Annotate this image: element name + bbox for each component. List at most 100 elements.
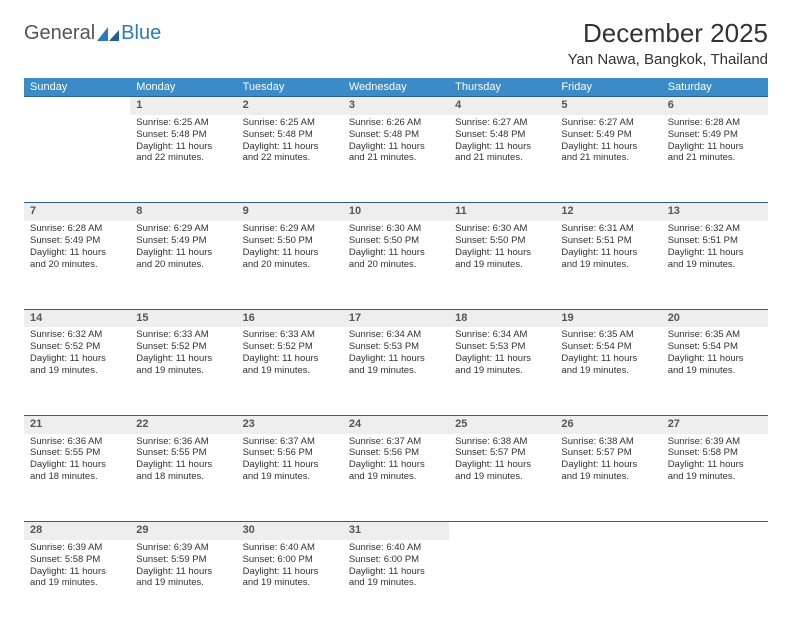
sunset-line: Sunset: 5:49 PM xyxy=(136,235,230,247)
sunrise-line: Sunrise: 6:28 AM xyxy=(30,223,124,235)
day-content-row: Sunrise: 6:32 AMSunset: 5:52 PMDaylight:… xyxy=(24,327,768,415)
sunrise-line: Sunrise: 6:29 AM xyxy=(136,223,230,235)
logo-sail-icon xyxy=(97,27,119,41)
daylight-line: Daylight: 11 hours and 19 minutes. xyxy=(243,459,337,483)
day-cell: Sunrise: 6:31 AMSunset: 5:51 PMDaylight:… xyxy=(555,221,661,309)
day-number: 12 xyxy=(555,203,661,221)
day-cell: Sunrise: 6:39 AMSunset: 5:58 PMDaylight:… xyxy=(662,434,768,522)
sunrise-line: Sunrise: 6:30 AM xyxy=(455,223,549,235)
day-cell: Sunrise: 6:33 AMSunset: 5:52 PMDaylight:… xyxy=(237,327,343,415)
sunset-line: Sunset: 5:57 PM xyxy=(561,447,655,459)
day-number: 1 xyxy=(130,97,236,115)
daylight-line: Daylight: 11 hours and 19 minutes. xyxy=(561,353,655,377)
daylight-line: Daylight: 11 hours and 19 minutes. xyxy=(349,459,443,483)
day-number: 25 xyxy=(449,415,555,433)
day-number: 2 xyxy=(237,97,343,115)
sunrise-line: Sunrise: 6:36 AM xyxy=(136,436,230,448)
daylight-line: Daylight: 11 hours and 20 minutes. xyxy=(136,247,230,271)
daylight-line: Daylight: 11 hours and 21 minutes. xyxy=(455,141,549,165)
daylight-line: Daylight: 11 hours and 19 minutes. xyxy=(30,353,124,377)
sunrise-line: Sunrise: 6:37 AM xyxy=(243,436,337,448)
daylight-line: Daylight: 11 hours and 20 minutes. xyxy=(30,247,124,271)
day-cell: Sunrise: 6:30 AMSunset: 5:50 PMDaylight:… xyxy=(449,221,555,309)
sunset-line: Sunset: 5:49 PM xyxy=(668,129,762,141)
sunset-line: Sunset: 5:48 PM xyxy=(136,129,230,141)
daylight-line: Daylight: 11 hours and 19 minutes. xyxy=(455,247,549,271)
sunrise-line: Sunrise: 6:38 AM xyxy=(561,436,655,448)
sunset-line: Sunset: 5:53 PM xyxy=(455,341,549,353)
day-number: 11 xyxy=(449,203,555,221)
sunset-line: Sunset: 5:52 PM xyxy=(30,341,124,353)
day-number: 5 xyxy=(555,97,661,115)
day-number: 26 xyxy=(555,415,661,433)
sunrise-line: Sunrise: 6:39 AM xyxy=(30,542,124,554)
sunrise-line: Sunrise: 6:34 AM xyxy=(455,329,549,341)
day-number: 7 xyxy=(24,203,130,221)
sunset-line: Sunset: 5:56 PM xyxy=(243,447,337,459)
daylight-line: Daylight: 11 hours and 19 minutes. xyxy=(561,459,655,483)
day-number-row: 78910111213 xyxy=(24,203,768,221)
sunrise-line: Sunrise: 6:38 AM xyxy=(455,436,549,448)
sunset-line: Sunset: 6:00 PM xyxy=(349,554,443,566)
day-number: 20 xyxy=(662,309,768,327)
sunrise-line: Sunrise: 6:39 AM xyxy=(668,436,762,448)
day-number xyxy=(555,522,661,540)
day-cell: Sunrise: 6:29 AMSunset: 5:50 PMDaylight:… xyxy=(237,221,343,309)
sunrise-line: Sunrise: 6:34 AM xyxy=(349,329,443,341)
weekday-header: Monday xyxy=(130,78,236,97)
day-cell: Sunrise: 6:32 AMSunset: 5:51 PMDaylight:… xyxy=(662,221,768,309)
sunset-line: Sunset: 5:59 PM xyxy=(136,554,230,566)
sunrise-line: Sunrise: 6:27 AM xyxy=(455,117,549,129)
day-cell: Sunrise: 6:28 AMSunset: 5:49 PMDaylight:… xyxy=(24,221,130,309)
day-cell: Sunrise: 6:25 AMSunset: 5:48 PMDaylight:… xyxy=(130,115,236,203)
sunset-line: Sunset: 5:56 PM xyxy=(349,447,443,459)
calendar-table: SundayMondayTuesdayWednesdayThursdayFrid… xyxy=(24,78,768,628)
daylight-line: Daylight: 11 hours and 18 minutes. xyxy=(30,459,124,483)
sunset-line: Sunset: 5:52 PM xyxy=(243,341,337,353)
day-cell: Sunrise: 6:36 AMSunset: 5:55 PMDaylight:… xyxy=(130,434,236,522)
day-cell: Sunrise: 6:25 AMSunset: 5:48 PMDaylight:… xyxy=(237,115,343,203)
day-number: 14 xyxy=(24,309,130,327)
day-number xyxy=(24,97,130,115)
sunset-line: Sunset: 5:57 PM xyxy=(455,447,549,459)
sunrise-line: Sunrise: 6:25 AM xyxy=(136,117,230,129)
sunrise-line: Sunrise: 6:40 AM xyxy=(243,542,337,554)
day-number: 27 xyxy=(662,415,768,433)
sunrise-line: Sunrise: 6:36 AM xyxy=(30,436,124,448)
sunrise-line: Sunrise: 6:32 AM xyxy=(668,223,762,235)
day-cell: Sunrise: 6:34 AMSunset: 5:53 PMDaylight:… xyxy=(343,327,449,415)
day-number: 8 xyxy=(130,203,236,221)
day-number: 23 xyxy=(237,415,343,433)
day-cell: Sunrise: 6:40 AMSunset: 6:00 PMDaylight:… xyxy=(237,540,343,628)
day-number: 21 xyxy=(24,415,130,433)
weekday-header: Sunday xyxy=(24,78,130,97)
day-number-row: 123456 xyxy=(24,97,768,115)
sunset-line: Sunset: 5:55 PM xyxy=(136,447,230,459)
day-number-row: 21222324252627 xyxy=(24,415,768,433)
day-cell: Sunrise: 6:27 AMSunset: 5:48 PMDaylight:… xyxy=(449,115,555,203)
sunrise-line: Sunrise: 6:25 AM xyxy=(243,117,337,129)
weekday-header-row: SundayMondayTuesdayWednesdayThursdayFrid… xyxy=(24,78,768,97)
location: Yan Nawa, Bangkok, Thailand xyxy=(568,51,768,68)
day-number xyxy=(662,522,768,540)
sunset-line: Sunset: 5:50 PM xyxy=(455,235,549,247)
daylight-line: Daylight: 11 hours and 19 minutes. xyxy=(136,353,230,377)
weekday-header: Tuesday xyxy=(237,78,343,97)
day-cell: Sunrise: 6:27 AMSunset: 5:49 PMDaylight:… xyxy=(555,115,661,203)
sunrise-line: Sunrise: 6:33 AM xyxy=(243,329,337,341)
day-number: 9 xyxy=(237,203,343,221)
day-number: 22 xyxy=(130,415,236,433)
day-number: 19 xyxy=(555,309,661,327)
day-number: 29 xyxy=(130,522,236,540)
day-number: 6 xyxy=(662,97,768,115)
daylight-line: Daylight: 11 hours and 19 minutes. xyxy=(30,566,124,590)
weekday-header: Thursday xyxy=(449,78,555,97)
day-number: 31 xyxy=(343,522,449,540)
sunrise-line: Sunrise: 6:29 AM xyxy=(243,223,337,235)
sunrise-line: Sunrise: 6:39 AM xyxy=(136,542,230,554)
day-cell xyxy=(449,540,555,628)
sunrise-line: Sunrise: 6:31 AM xyxy=(561,223,655,235)
sunset-line: Sunset: 5:51 PM xyxy=(668,235,762,247)
day-cell: Sunrise: 6:36 AMSunset: 5:55 PMDaylight:… xyxy=(24,434,130,522)
daylight-line: Daylight: 11 hours and 19 minutes. xyxy=(349,566,443,590)
